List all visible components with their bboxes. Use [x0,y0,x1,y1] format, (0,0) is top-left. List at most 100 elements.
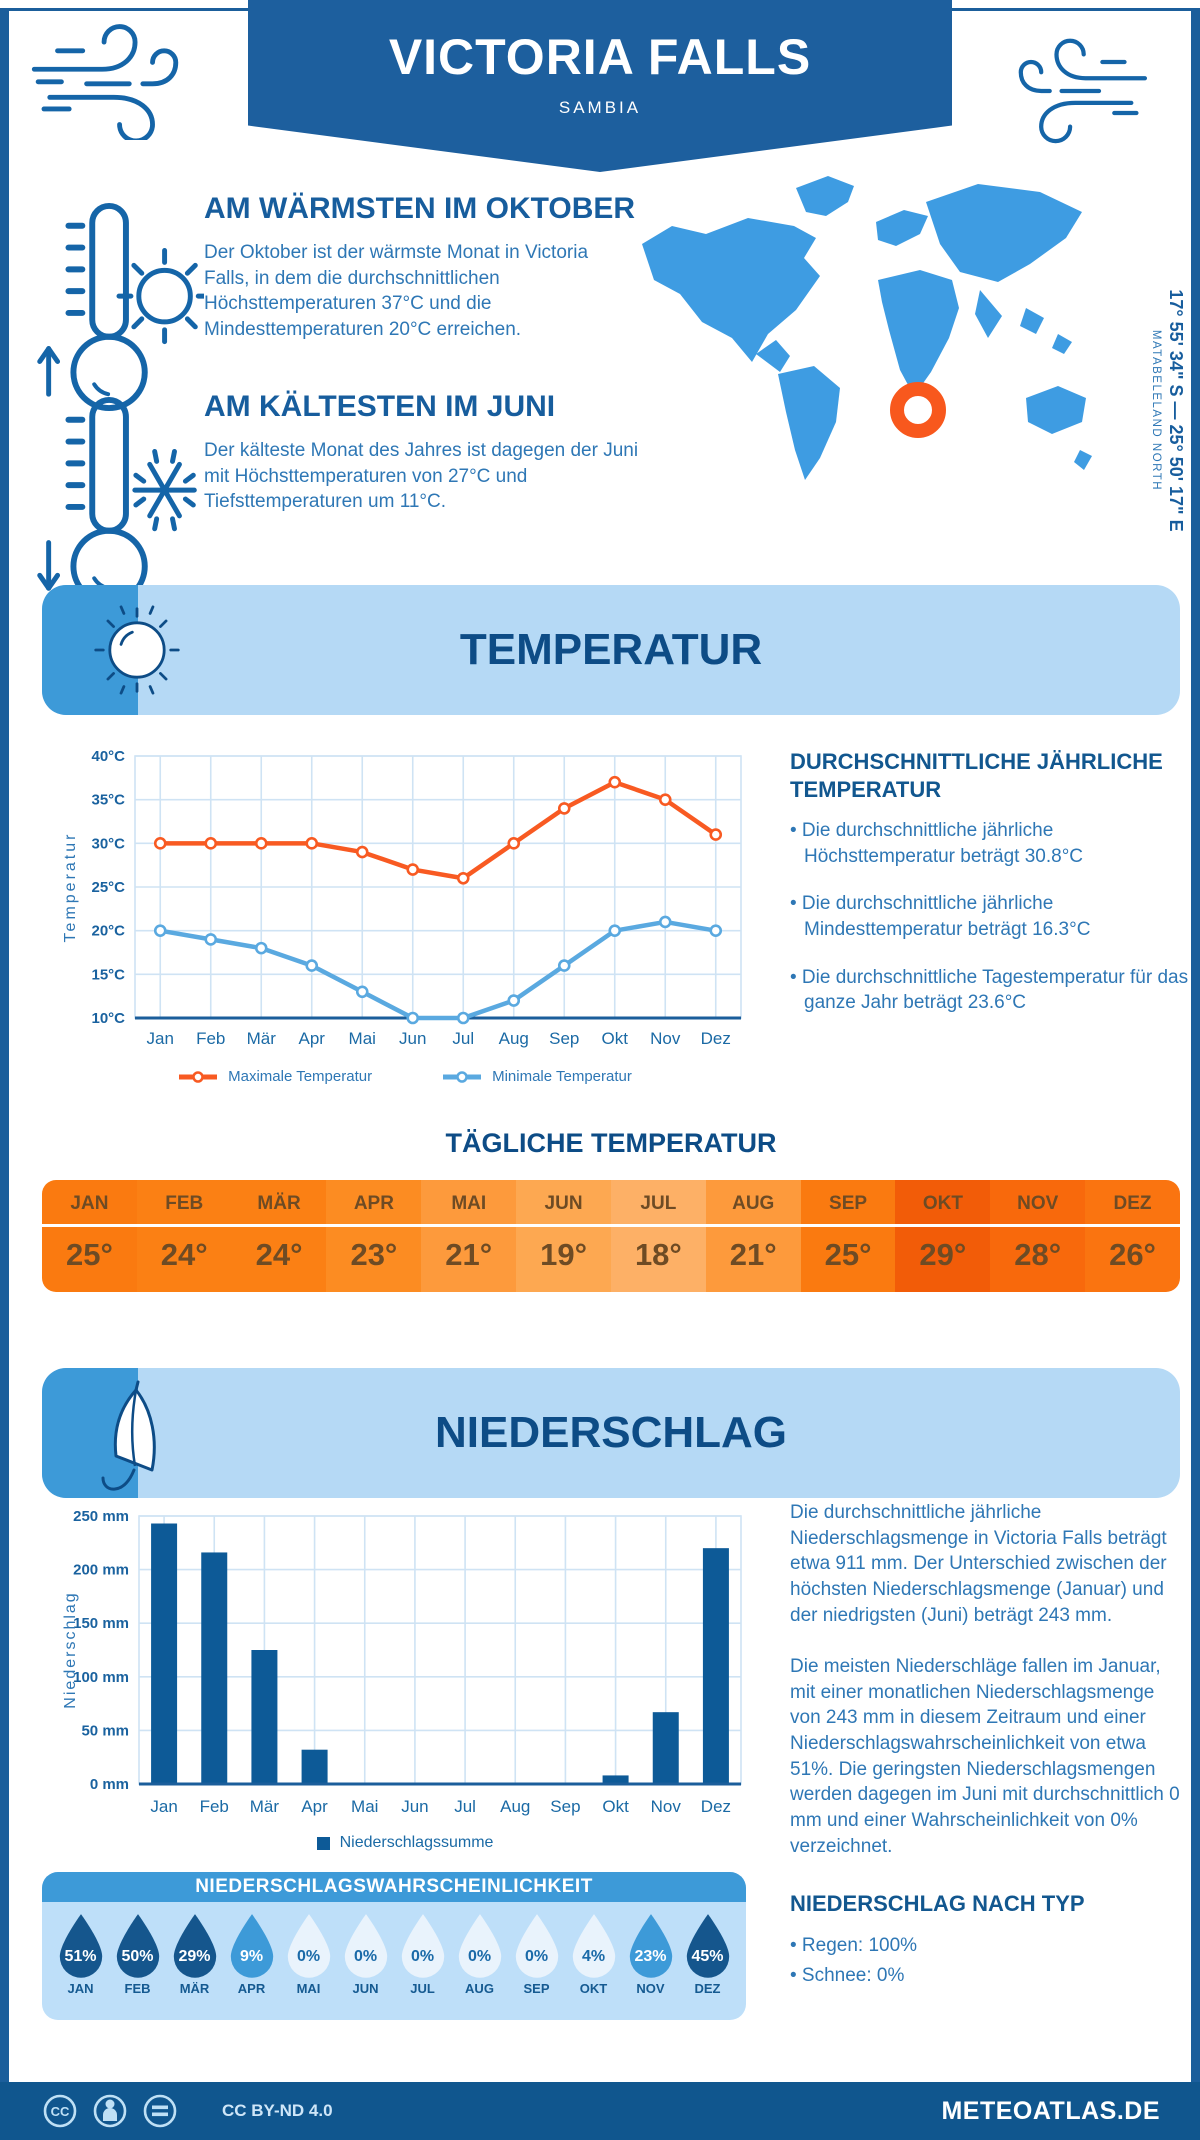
daily-temp-column: APR 23° [326,1180,422,1292]
thermometer-sun-icon [37,202,204,412]
probability-month-label: JUL [410,1981,435,1996]
raindrop-item: 0% JUN [338,1912,394,1996]
precipitation-bar-chart: Jan Feb Mär Apr Mai Jun Jul Aug Sep Okt Nov Dez 0 mm… [62,1508,742,1816]
warmest-heading: AM WÄRMSTEN IM OKTOBER [204,192,636,225]
data-point-marker [709,828,723,841]
daily-temp-value: 21° [729,1237,777,1272]
raindrop-item: 23% NOV [623,1912,679,1996]
coordinates-block: 17° 55' 34" S — 25° 50' 17" E MATABELELA… [1134,238,1186,583]
x-tick-label: Sep [549,1029,579,1048]
y-tick-label: 15°C [91,966,125,983]
data-point-marker [658,915,672,929]
annual-bullet: • Die durchschnittliche jährliche Höchst… [790,820,1084,867]
raindrop-icon [629,1914,672,1978]
probability-value: 0% [296,1948,321,1965]
temperature-section-title: TEMPERATUR [459,625,763,674]
raindrop-icon [572,1914,615,1978]
y-tick-label: 100 mm [73,1669,129,1686]
bar [602,1775,629,1784]
probability-value: 0% [467,1948,492,1965]
data-point-marker [406,1011,420,1025]
series-line [160,779,718,881]
raindrop-icon [116,1914,159,1978]
raindrop: 0% [340,1912,392,1978]
x-tick-label: Mär [250,1797,280,1816]
raindrop-item: 9% APR [224,1912,280,1996]
daily-temp-value: 26° [1109,1237,1156,1272]
frame-right-bar [1191,8,1200,2082]
raindrop-item: 50% FEB [110,1912,166,1996]
raindrop: 4% [568,1912,620,1978]
bar [652,1712,679,1784]
raindrop-icon [59,1914,102,1978]
data-point-marker [305,837,319,850]
raindrop: 45% [682,1912,734,1978]
probability-month-label: JAN [67,1981,94,1996]
raindrop-item: 0% MAI [281,1912,337,1996]
y-tick-label: 40°C [91,748,125,765]
coldest-heading: AM KÄLTESTEN IM JUNI [204,390,556,423]
page-subtitle: SAMBIA [558,98,642,117]
precip-paragraph-2: Die meisten Niederschläge fallen im Janu… [790,1656,1180,1857]
bar-legend-marker-icon [316,1836,330,1850]
daily-temp-column: JUN 19° [516,1180,611,1292]
daily-temp-value: 19° [540,1237,587,1272]
probability-value: 0% [410,1948,435,1965]
legend-item-max: Maximale Temperatur [178,1068,372,1085]
series-line [159,919,717,1021]
raindrop-item: 4% OKT [566,1912,622,1996]
coordinates-text: 17° 55' 34" S — 25° 50' 17" E [1166,289,1186,532]
raindrop-icon [401,1914,444,1978]
daily-temp-title: TÄGLICHE TEMPERATUR [445,1128,777,1158]
raindrop-icon [344,1914,387,1978]
world-map [642,176,1092,480]
daily-temp-column: FEB 24° [136,1180,232,1292]
raindrop-icon [458,1914,501,1978]
daily-temp-value: 21° [445,1237,493,1272]
daily-month-label: DEZ [1113,1193,1152,1214]
precipitation-section-header: NIEDERSCHLAG [42,1368,1180,1498]
license-text: CC BY-ND 4.0 [222,2101,333,2120]
probability-month-label: JUN [352,1981,379,1996]
x-tick-label: Jun [401,1797,428,1816]
raindrop: 50% [112,1912,164,1978]
precip-type-heading: NIEDERSCHLAG NACH TYP [790,1891,1085,1917]
daily-month-label: OKT [922,1193,963,1214]
daily-month-label: APR [353,1193,394,1214]
daily-temp-column: AUG 21° [705,1180,801,1292]
raindrop-icon [173,1914,216,1978]
x-tick-label: Mai [349,1029,376,1048]
x-tick-label: Aug [499,1029,529,1048]
bar [201,1552,228,1784]
raindrop: 29% [169,1912,221,1978]
x-tick-label: Nov [650,1029,681,1048]
daily-temp-column: NOV 28° [990,1180,1086,1292]
license-block: CC CC BY-ND 4.0 [40,2091,333,2131]
daily-temp-value: 23° [350,1237,398,1272]
x-tick-label: Apr [299,1029,326,1048]
raindrop-icon [287,1914,330,1978]
x-tick-label: Jun [399,1029,426,1048]
data-point-marker [204,933,218,946]
y-tick-label: 20°C [91,923,125,940]
probability-value: 0% [524,1948,549,1965]
probability-month-label: OKT [579,1981,608,1996]
annual-temp-heading: DURCHSCHNITTLICHE JÄHRLICHE TEMPERATUR [790,749,1163,802]
daily-temp-column: JUL 18° [610,1180,706,1292]
y-tick-label: 35°C [91,792,125,809]
raindrop-item: 29% MÄR [167,1912,223,1996]
temperature-legend: Maximale Temperatur Minimale Temperatur [55,1068,755,1085]
probability-month-label: SEP [523,1981,550,1996]
daily-temp-value: 28° [1014,1237,1062,1272]
annual-bullet: • Die durchschnittliche Tagestemperatur … [790,966,1189,1014]
data-point-marker [557,959,571,972]
x-tick-label: Sep [550,1797,580,1816]
bar [251,1650,278,1784]
y-tick-label: 200 mm [73,1562,129,1579]
cc-icon: CC [51,2104,70,2119]
daily-temp-column: SEP 25° [800,1180,896,1292]
daily-temp-column: JAN 25° [42,1180,137,1292]
probability-value: 51% [64,1948,97,1965]
daily-temp-value: 18° [634,1237,682,1272]
precip-type-bullet: • Regen: 100% [790,1935,918,1957]
